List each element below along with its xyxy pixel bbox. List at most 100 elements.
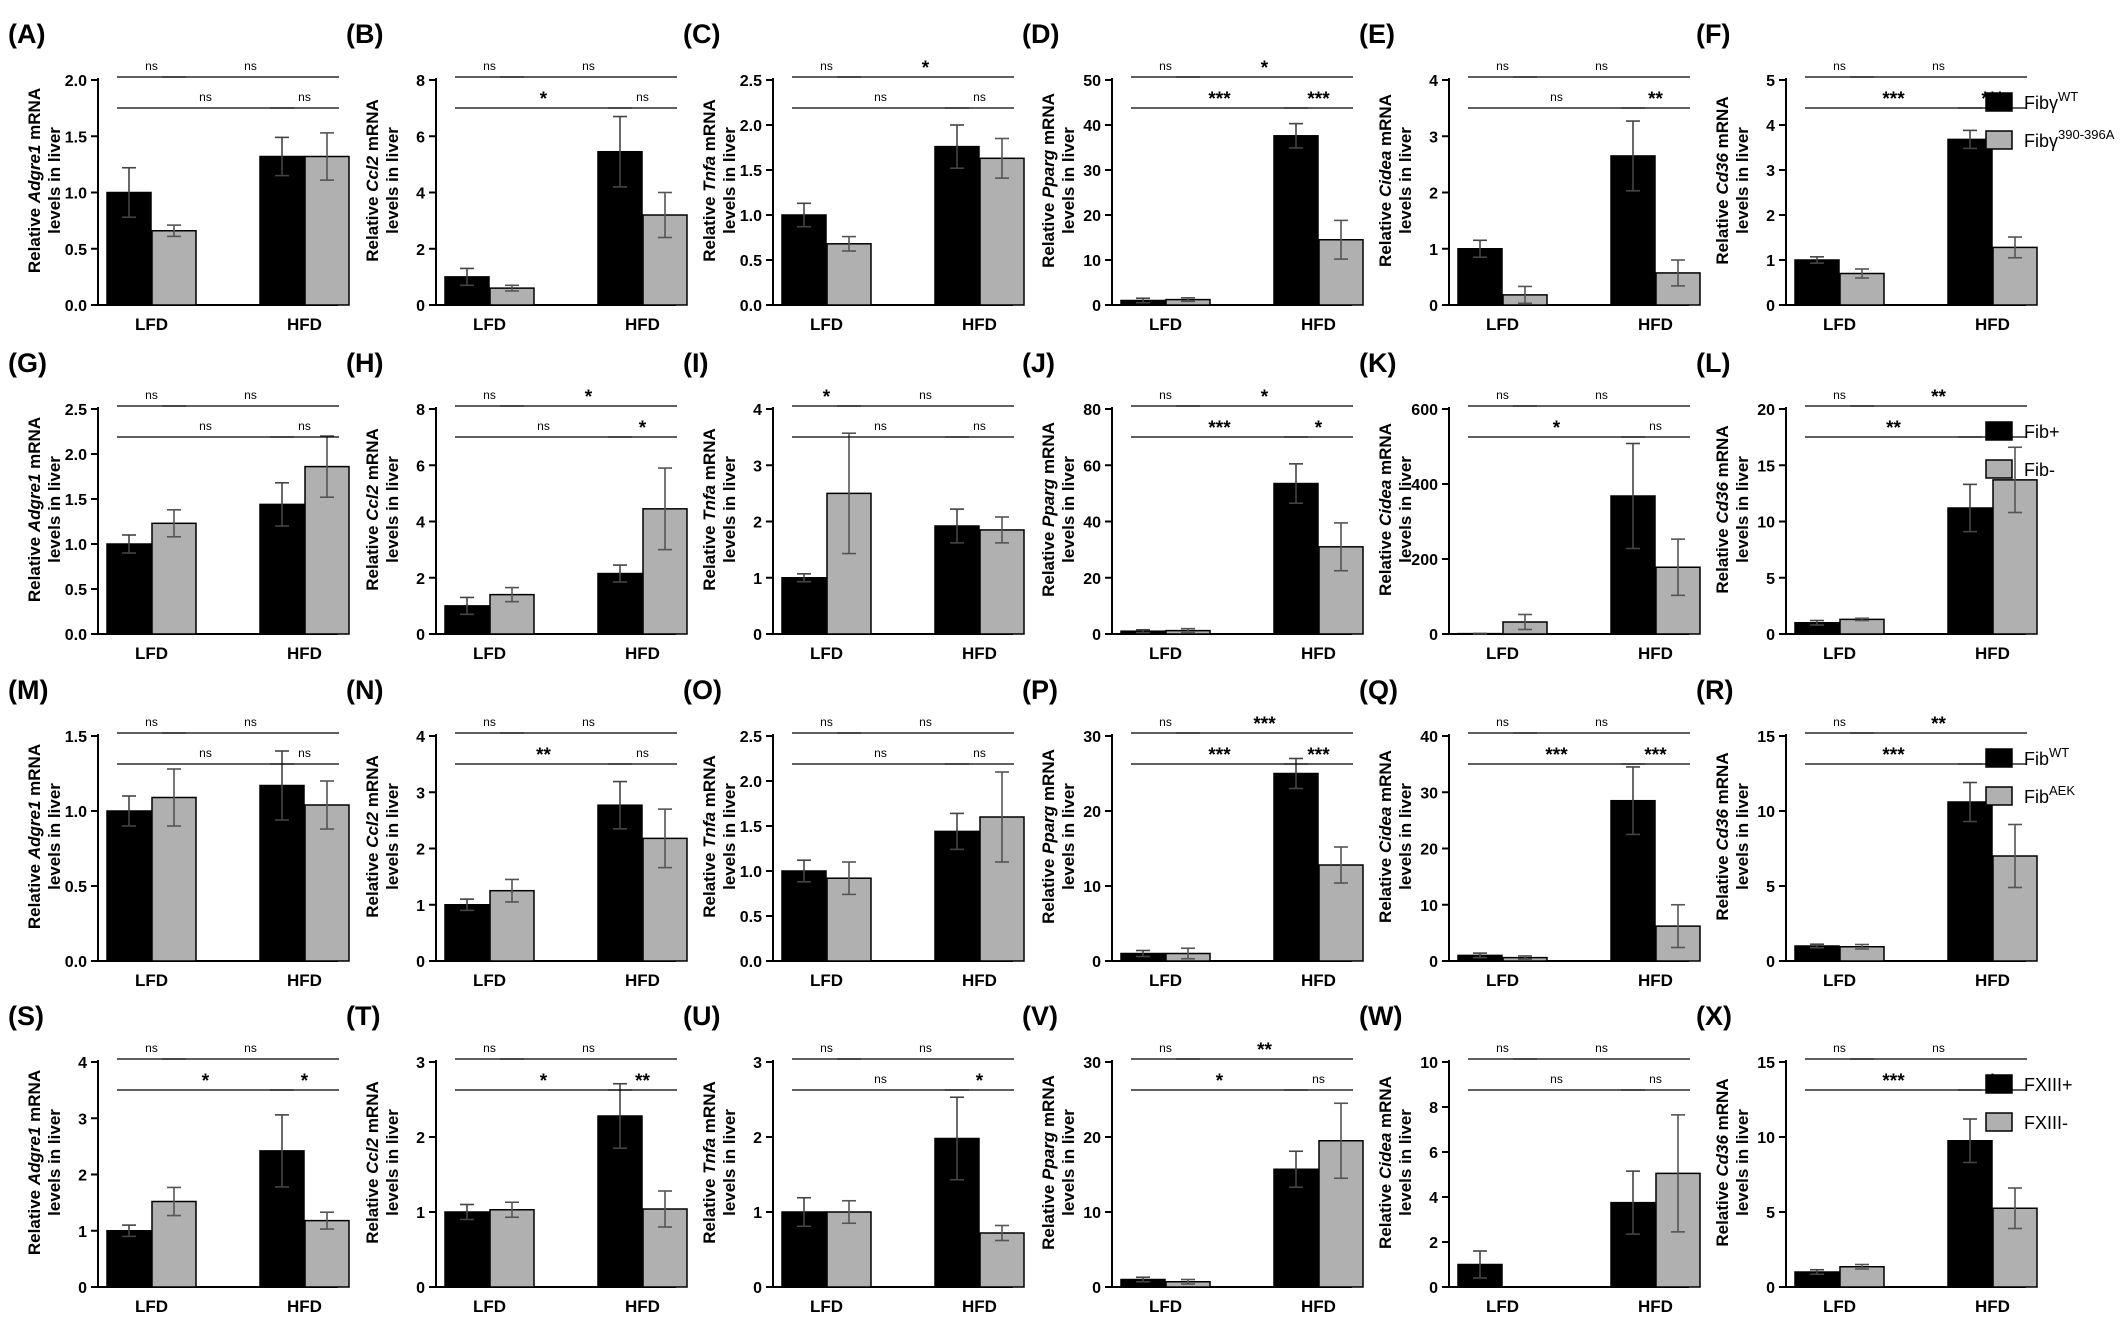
y-tick-label: 0: [1766, 954, 1775, 971]
bar-lfd-s1: [106, 543, 152, 635]
x-tick-label: LFD: [135, 315, 168, 334]
panel-letter: (S): [8, 1001, 44, 1031]
legend-label: FXIII-: [2024, 1113, 2068, 1133]
bar-lfd-s1: [106, 1230, 152, 1288]
y-tick-label: 0: [78, 1280, 87, 1297]
x-tick-label: HFD: [962, 644, 997, 663]
y-axis-label-line2: levels in liver: [1396, 456, 1415, 563]
y-tick-label: 5: [1766, 879, 1775, 896]
bar-hfd-s1: [597, 572, 643, 635]
panel-letter: (O): [683, 675, 722, 705]
bar-hfd-s1: [1273, 1168, 1319, 1288]
y-tick-label: 2: [416, 1130, 425, 1147]
y-axis-label: Relative Tnfa mRNA: [700, 755, 719, 918]
y-axis-label-prefix: Relative: [1376, 197, 1395, 267]
y-axis-label: Relative Pparg mRNA: [1039, 1075, 1058, 1250]
legend-swatch: [1985, 1074, 2013, 1094]
sig-label: *: [1553, 418, 1561, 439]
y-tick-label: 30: [1083, 729, 1101, 746]
y-tick-label: 0: [416, 954, 425, 971]
y-axis-label-line2: levels in liver: [1059, 783, 1078, 890]
y-tick-label: 0: [1766, 1280, 1775, 1297]
sig-label: ***: [1882, 89, 1905, 110]
y-tick-label: 400: [1411, 477, 1438, 494]
sig-label: ns: [1595, 1041, 1608, 1055]
panel-letter: (A): [8, 19, 45, 49]
y-axis-label-suffix: mRNA: [1039, 422, 1058, 479]
y-axis-label: Relative Ccl2 mRNA: [363, 1081, 382, 1244]
y-axis-label-line2: levels in liver: [383, 127, 402, 234]
y-axis-label-line2: levels in liver: [1733, 1109, 1752, 1216]
y-axis-label: Relative Cd36 mRNA: [1713, 96, 1732, 264]
y-tick-label: 0: [1766, 298, 1775, 315]
y-tick-label: 4: [416, 186, 425, 203]
y-axis-label-line2: levels in liver: [383, 456, 402, 563]
panel-o: (O) Relative Tnfa mRNA levels in liver 0.0 0…: [683, 675, 1025, 990]
x-tick-label: LFD: [1823, 644, 1856, 663]
x-tick-label: HFD: [1638, 971, 1673, 990]
sig-label: ns: [537, 419, 550, 433]
y-axis-label-suffix: mRNA: [1039, 749, 1058, 806]
y-tick-label: 4: [1429, 73, 1438, 90]
x-tick-label: HFD: [1638, 644, 1673, 663]
y-axis-label-line2: levels in liver: [383, 1109, 402, 1216]
panel-letter: (V): [1022, 1001, 1058, 1031]
y-tick-label: 0: [416, 1280, 425, 1297]
bar-hfd-s2: [1992, 479, 2038, 635]
sig-label: ***: [1882, 745, 1905, 766]
bar-lfd-s1: [1794, 259, 1840, 306]
bar-hfd-s2: [979, 157, 1025, 306]
y-tick-label: 0: [1429, 954, 1438, 971]
bar-hfd-s2: [1992, 1207, 2038, 1288]
y-axis-label-gene: Adgre1: [25, 145, 44, 205]
y-tick-label: 1: [78, 1224, 87, 1241]
x-tick-label: HFD: [962, 315, 997, 334]
y-axis-label-prefix: Relative: [1039, 1180, 1058, 1250]
y-axis-label-prefix: Relative: [1713, 1177, 1732, 1247]
legend-label-main: Fib-: [2024, 460, 2055, 480]
sig-label: ns: [1550, 1072, 1563, 1086]
y-tick-label: 0.5: [740, 909, 762, 926]
y-axis-label: Relative Cidea mRNA: [1376, 94, 1395, 267]
panel-i: (I) Relative Tnfa mRNA levels in liver 0 1 2 3…: [683, 348, 1025, 663]
sig-label: ns: [582, 1041, 595, 1055]
y-tick-label: 0: [1429, 627, 1438, 644]
sig-label: ***: [1307, 89, 1330, 110]
legend-label: FXIII+: [2024, 1075, 2073, 1095]
y-axis-label-line2: levels in liver: [1059, 127, 1078, 234]
y-axis-label-line2: levels in liver: [1059, 456, 1078, 563]
sig-label: ns: [874, 90, 887, 104]
sig-label: ns: [1159, 1041, 1172, 1055]
y-axis-label-suffix: mRNA: [25, 417, 44, 474]
y-tick-label: 4: [1429, 1190, 1438, 1207]
y-axis-label-gene: Pparg: [1039, 478, 1058, 527]
y-axis-label: Relative Ccl2 mRNA: [363, 428, 382, 591]
sig-label: *: [202, 1071, 210, 1092]
bar-hfd-s1: [1273, 772, 1319, 962]
panel-letter: (N): [346, 675, 383, 705]
sig-label: ns: [145, 715, 158, 729]
sig-label: **: [1648, 89, 1663, 110]
panel-letter: (C): [683, 19, 720, 49]
y-axis-label-prefix: Relative: [1376, 526, 1395, 596]
x-tick-label: LFD: [810, 971, 843, 990]
y-axis-label-line2: levels in liver: [1396, 127, 1415, 234]
y-tick-label: 0.5: [65, 879, 87, 896]
panel-h: (H) Relative Ccl2 mRNA levels in liver 0 2 4 6…: [346, 348, 688, 663]
y-axis-label-prefix: Relative: [363, 192, 382, 262]
x-tick-label: LFD: [1149, 315, 1182, 334]
x-tick-label: HFD: [1975, 971, 2010, 990]
y-axis-label-line2: levels in liver: [720, 783, 739, 890]
x-tick-label: HFD: [1975, 644, 2010, 663]
y-tick-label: 0.0: [740, 954, 762, 971]
y-tick-label: 0.0: [65, 627, 87, 644]
y-axis-label: Relative Adgre1 mRNA: [25, 744, 44, 929]
sig-label: ns: [919, 388, 932, 402]
y-tick-label: 2.0: [740, 774, 762, 791]
panel-letter: (W): [1359, 1001, 1402, 1031]
panel-b: (B) Relative Ccl2 mRNA levels in liver 0 2 4 6…: [346, 19, 688, 334]
sig-label: *: [1261, 58, 1269, 79]
